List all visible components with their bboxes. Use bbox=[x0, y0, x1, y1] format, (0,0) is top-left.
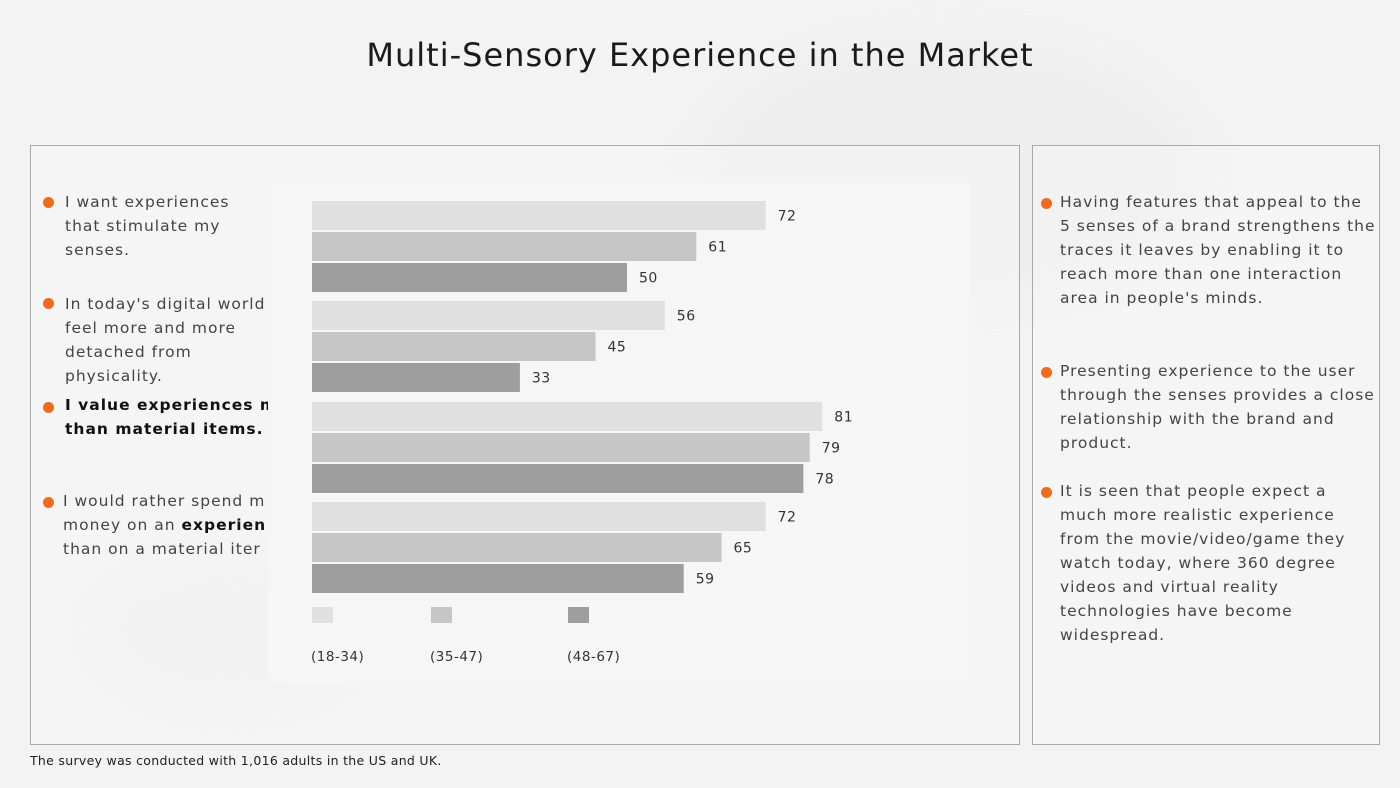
value-label-1-2: 61 bbox=[708, 240, 727, 256]
bullet-dot bbox=[43, 497, 54, 508]
statement-line: physicality. bbox=[65, 367, 163, 385]
statement-line: that stimulate my bbox=[65, 217, 221, 235]
statement-3: I value experiences mo than material ite… bbox=[65, 393, 268, 441]
statement-text: money on an bbox=[63, 516, 182, 534]
bullet-dot bbox=[43, 402, 54, 413]
bar-2-1 bbox=[312, 301, 665, 330]
bullet-dot bbox=[1041, 487, 1052, 498]
bullet-dot bbox=[1041, 198, 1052, 209]
insight-3: It is seen that people expect a much mor… bbox=[1060, 482, 1346, 644]
bar-4-3 bbox=[312, 564, 684, 593]
value-label-2-2: 45 bbox=[608, 340, 627, 356]
bar-4-1 bbox=[312, 502, 766, 531]
statement-line: I value experiences mo bbox=[65, 396, 268, 414]
value-label-4-3: 59 bbox=[696, 572, 715, 588]
bar-4-2 bbox=[312, 533, 722, 562]
bar-2-2 bbox=[312, 332, 596, 361]
value-label-2-3: 33 bbox=[532, 371, 551, 387]
bullet-dot bbox=[43, 298, 54, 309]
page-title: Multi-Sensory Experience in the Market bbox=[366, 36, 1034, 74]
legend-swatch-2 bbox=[431, 607, 452, 623]
statement-4: I would rather spend m money on an exper… bbox=[63, 489, 268, 561]
bar-chart: 72 56 81 72 61 45 79 65 50 33 78 59 bbox=[312, 201, 853, 623]
statement-line: than material items. bbox=[65, 420, 264, 438]
statement-1: I want experiences that stimulate my sen… bbox=[65, 190, 268, 262]
legend-label-1: (18-34) bbox=[311, 649, 365, 665]
statement-line: In today's digital world bbox=[65, 295, 266, 313]
insight-1: Having features that appeal to the 5 sen… bbox=[1060, 193, 1376, 307]
bar-3-2 bbox=[312, 433, 810, 462]
value-label-4-2: 65 bbox=[734, 541, 753, 557]
bullet-dot bbox=[43, 197, 54, 208]
legend-swatch-1 bbox=[312, 607, 333, 623]
bar-2-3 bbox=[312, 363, 520, 392]
bar-1-3 bbox=[312, 263, 627, 292]
statement-line: money on an experien bbox=[63, 513, 268, 537]
statement-line: detached from bbox=[65, 343, 192, 361]
bullet-dot bbox=[1041, 367, 1052, 378]
value-label-3-3: 78 bbox=[815, 472, 834, 488]
statement-line: I would rather spend m bbox=[63, 492, 266, 510]
bar-1-1 bbox=[312, 201, 766, 230]
bar-3-1 bbox=[312, 402, 823, 431]
statement-line: senses. bbox=[65, 241, 131, 259]
value-label-1-1: 72 bbox=[778, 209, 797, 225]
legend-label-2: (35-47) bbox=[430, 649, 484, 665]
statement-2: In today's digital world feel more and m… bbox=[65, 292, 268, 388]
legend-label-3: (48-67) bbox=[567, 649, 621, 665]
insights-panel bbox=[1032, 145, 1380, 745]
value-label-4-1: 72 bbox=[778, 510, 797, 526]
statement-emphasis: experien bbox=[181, 516, 267, 534]
bar-3-3 bbox=[312, 464, 804, 493]
bar-1-2 bbox=[312, 232, 697, 261]
footnote: The survey was conducted with 1,016 adul… bbox=[30, 753, 442, 768]
value-label-3-1: 81 bbox=[834, 410, 853, 426]
statement-line: feel more and more bbox=[65, 319, 237, 337]
value-label-3-2: 79 bbox=[822, 441, 841, 457]
statement-line: I want experiences bbox=[65, 193, 230, 211]
value-label-2-1: 56 bbox=[677, 309, 696, 325]
value-label-1-3: 50 bbox=[639, 271, 658, 287]
legend-swatch-3 bbox=[568, 607, 589, 623]
insight-2: Presenting experience to the user throug… bbox=[1060, 362, 1375, 452]
statement-line: than on a material iter bbox=[63, 540, 261, 558]
